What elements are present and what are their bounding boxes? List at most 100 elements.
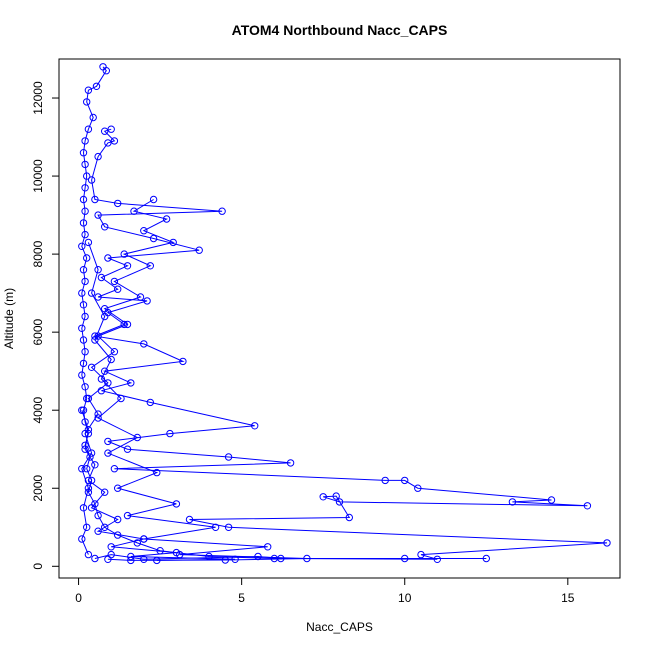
data-point: [101, 367, 109, 375]
data-point: [140, 340, 148, 348]
data-point: [508, 498, 517, 506]
data-point: [123, 445, 132, 453]
data-point: [78, 406, 86, 414]
data-point: [81, 429, 89, 438]
data-point: [143, 297, 151, 305]
data-point: [78, 289, 86, 297]
data-point: [482, 554, 490, 563]
data-point: [140, 555, 148, 563]
data-point: [79, 359, 88, 368]
data-point: [91, 461, 99, 469]
data-point: [79, 504, 88, 512]
data-point: [83, 254, 91, 262]
data-point: [78, 242, 86, 251]
y-tick-label: 10000: [31, 159, 45, 193]
data-point: [104, 379, 112, 387]
data-point: [345, 513, 353, 522]
data-point: [130, 207, 138, 215]
data-point: [417, 550, 425, 559]
data-point: [335, 498, 344, 506]
data-point: [94, 527, 102, 535]
data-point: [127, 379, 135, 387]
data-point: [94, 511, 102, 520]
y-tick-label: 6000: [31, 318, 45, 345]
data-point: [251, 422, 259, 430]
data-point: [81, 184, 89, 192]
data-point: [107, 125, 115, 133]
data-point: [87, 176, 96, 184]
data-point: [110, 465, 119, 473]
data-point: [78, 465, 86, 473]
data-point: [104, 254, 112, 262]
data-point: [79, 149, 88, 157]
data-point: [81, 312, 89, 321]
data-point: [107, 355, 115, 364]
data-point: [81, 348, 89, 356]
data-point: [114, 199, 122, 208]
data-point: [78, 535, 86, 543]
data-point: [94, 332, 102, 340]
y-tick-label: 2000: [31, 475, 45, 502]
data-point: [91, 554, 99, 563]
data-point: [91, 195, 99, 204]
data-point: [89, 113, 97, 122]
data-point: [414, 484, 422, 492]
data-point: [123, 262, 132, 270]
data-point: [149, 234, 158, 243]
data-point: [172, 548, 181, 557]
data-point: [83, 465, 91, 473]
data-point: [78, 371, 86, 379]
data-point: [319, 493, 327, 501]
data-point: [104, 139, 112, 147]
data-point: [81, 137, 89, 145]
x-tick-label: 5: [238, 591, 245, 605]
data-point: [221, 556, 230, 564]
data-point: [78, 324, 86, 332]
data-point: [401, 476, 409, 485]
data-point: [231, 555, 239, 563]
data-point: [117, 394, 125, 403]
data-point: [97, 273, 106, 282]
data-point: [332, 492, 340, 500]
data-point: [84, 394, 93, 403]
data-point: [87, 289, 96, 297]
series-line: [87, 242, 307, 561]
data-point: [102, 67, 111, 75]
data-point: [583, 502, 592, 510]
data-point: [140, 227, 148, 235]
series-3: [84, 238, 311, 565]
data-point: [94, 152, 102, 161]
data-point: [185, 515, 194, 524]
data-point: [101, 523, 109, 531]
data-point: [79, 266, 88, 274]
data-point: [84, 238, 93, 247]
data-point: [211, 523, 220, 531]
data-point: [87, 363, 96, 371]
data-point: [169, 238, 177, 247]
data-point: [286, 459, 295, 467]
data-point: [218, 207, 226, 215]
y-tick-label: 4000: [31, 397, 45, 424]
series-layer: [78, 63, 611, 565]
data-point: [224, 453, 233, 461]
data-point: [101, 305, 109, 313]
data-point: [101, 223, 109, 231]
series-line: [81, 66, 487, 559]
data-point: [149, 195, 158, 204]
data-point: [127, 552, 135, 561]
data-point: [110, 348, 119, 356]
data-point: [94, 211, 102, 219]
series-line: [81, 199, 175, 555]
data-point: [224, 523, 233, 531]
data-point: [84, 484, 93, 492]
data-point: [104, 437, 112, 446]
data-point: [264, 543, 272, 551]
data-point: [79, 336, 88, 344]
data-point: [81, 207, 89, 215]
data-point: [94, 266, 102, 274]
y-tick-label: 12000: [31, 81, 45, 115]
data-point: [146, 398, 155, 407]
x-tick-label: 10: [398, 591, 412, 605]
x-tick-label: 0: [75, 591, 82, 605]
